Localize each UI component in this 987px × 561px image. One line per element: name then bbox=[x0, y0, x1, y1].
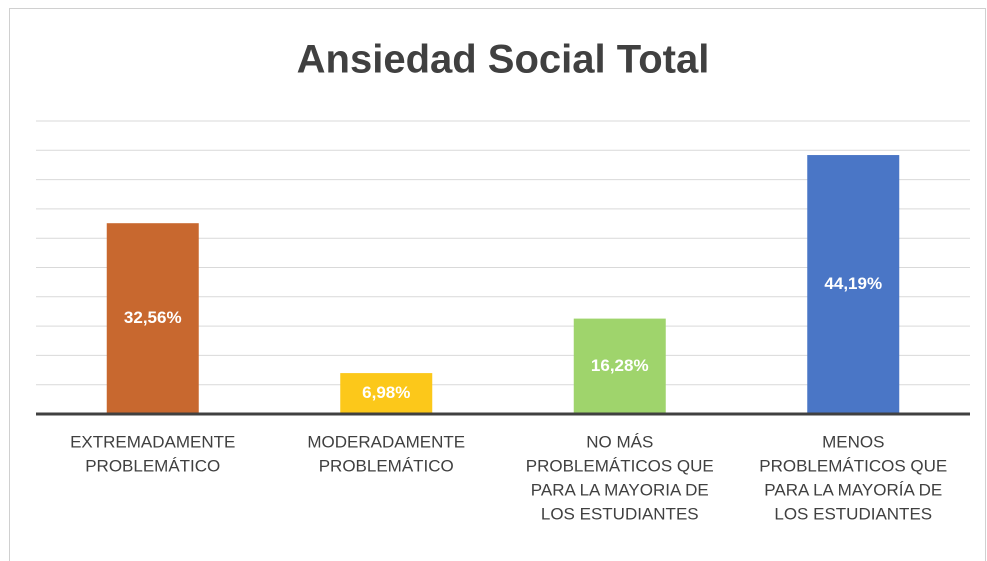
data-label: 44,19% bbox=[824, 274, 882, 293]
x-tick-label: MENOS bbox=[822, 432, 884, 451]
data-label: 32,56% bbox=[124, 308, 182, 327]
x-tick-label: PROBLEMÁTICO bbox=[319, 456, 454, 475]
x-tick-label: PROBLEMÁTICO bbox=[85, 456, 220, 475]
x-tick-label: LOS ESTUDIANTES bbox=[541, 504, 699, 523]
x-tick-label: MODERADAMENTE bbox=[307, 432, 465, 451]
x-tick-label: PROBLEMÁTICOS QUE bbox=[759, 456, 947, 475]
bar bbox=[340, 373, 433, 414]
x-tick-label: PARA LA MAYORÍA DE bbox=[764, 480, 942, 499]
x-tick-label: PROBLEMÁTICOS QUE bbox=[526, 456, 714, 475]
chart-title: Ansiedad Social Total bbox=[297, 38, 710, 82]
x-tick-label: PARA LA MAYORIA DE bbox=[531, 480, 709, 499]
x-tick-label: EXTREMADAMENTE bbox=[70, 432, 235, 451]
x-tick-label: NO MÁS bbox=[586, 432, 653, 451]
bar bbox=[573, 318, 666, 414]
x-tick-label: LOS ESTUDIANTES bbox=[774, 504, 932, 523]
bar bbox=[807, 155, 900, 414]
data-label: 6,98% bbox=[362, 383, 410, 402]
bar bbox=[106, 223, 199, 414]
data-label: 16,28% bbox=[591, 356, 649, 375]
